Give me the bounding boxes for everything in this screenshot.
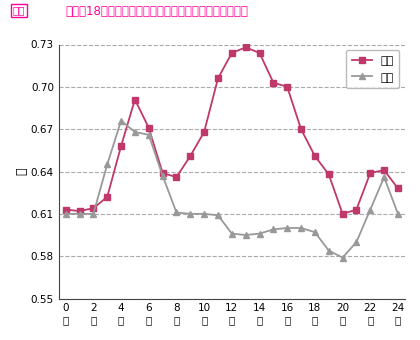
平日 xyxy=(382,168,387,172)
Line: 平日: 平日 xyxy=(63,45,401,217)
平日 xyxy=(188,154,193,158)
平日 xyxy=(368,171,373,175)
平日 xyxy=(215,76,220,81)
土日 xyxy=(354,240,359,244)
土日 xyxy=(271,227,276,232)
平日 xyxy=(132,98,137,102)
土日 xyxy=(382,175,387,179)
土日 xyxy=(326,249,331,253)
Text: グラフ18　時間帯別レスポンス平均速度［平日と土日］: グラフ18 時間帯別レスポンス平均速度［平日と土日］ xyxy=(65,5,248,18)
平日 xyxy=(77,209,82,213)
土日 xyxy=(368,208,373,212)
平日 xyxy=(146,126,151,130)
土日 xyxy=(77,212,82,216)
平日 xyxy=(326,172,331,176)
平日 xyxy=(354,208,359,212)
土日 xyxy=(285,226,290,230)
平日 xyxy=(105,195,110,199)
土日 xyxy=(243,233,248,237)
Y-axis label: 秒: 秒 xyxy=(15,168,28,175)
土日 xyxy=(188,212,193,216)
土日 xyxy=(105,163,110,167)
平日 xyxy=(160,171,165,175)
土日 xyxy=(132,130,137,134)
土日 xyxy=(91,212,96,216)
土日 xyxy=(229,232,234,236)
平日 xyxy=(299,127,304,131)
土日 xyxy=(174,210,179,215)
平日 xyxy=(243,45,248,49)
土日 xyxy=(146,133,151,137)
平日 xyxy=(63,208,68,212)
Legend: 平日, 土日: 平日, 土日 xyxy=(346,50,399,88)
土日 xyxy=(118,119,123,123)
平日 xyxy=(118,144,123,148)
土日 xyxy=(215,213,220,217)
Text: 全体: 全体 xyxy=(13,5,25,15)
土日 xyxy=(160,174,165,178)
平日 xyxy=(257,51,262,55)
平日 xyxy=(229,51,234,55)
土日 xyxy=(299,226,304,230)
土日 xyxy=(312,230,318,234)
平日 xyxy=(202,130,207,134)
平日 xyxy=(285,85,290,89)
土日 xyxy=(340,256,345,260)
平日 xyxy=(340,212,345,216)
土日 xyxy=(396,212,401,216)
土日 xyxy=(63,212,68,216)
Line: 土日: 土日 xyxy=(63,118,401,261)
平日 xyxy=(174,175,179,179)
平日 xyxy=(396,186,401,190)
平日 xyxy=(312,154,318,158)
土日 xyxy=(257,232,262,236)
土日 xyxy=(202,212,207,216)
平日 xyxy=(91,206,96,210)
平日 xyxy=(271,81,276,85)
